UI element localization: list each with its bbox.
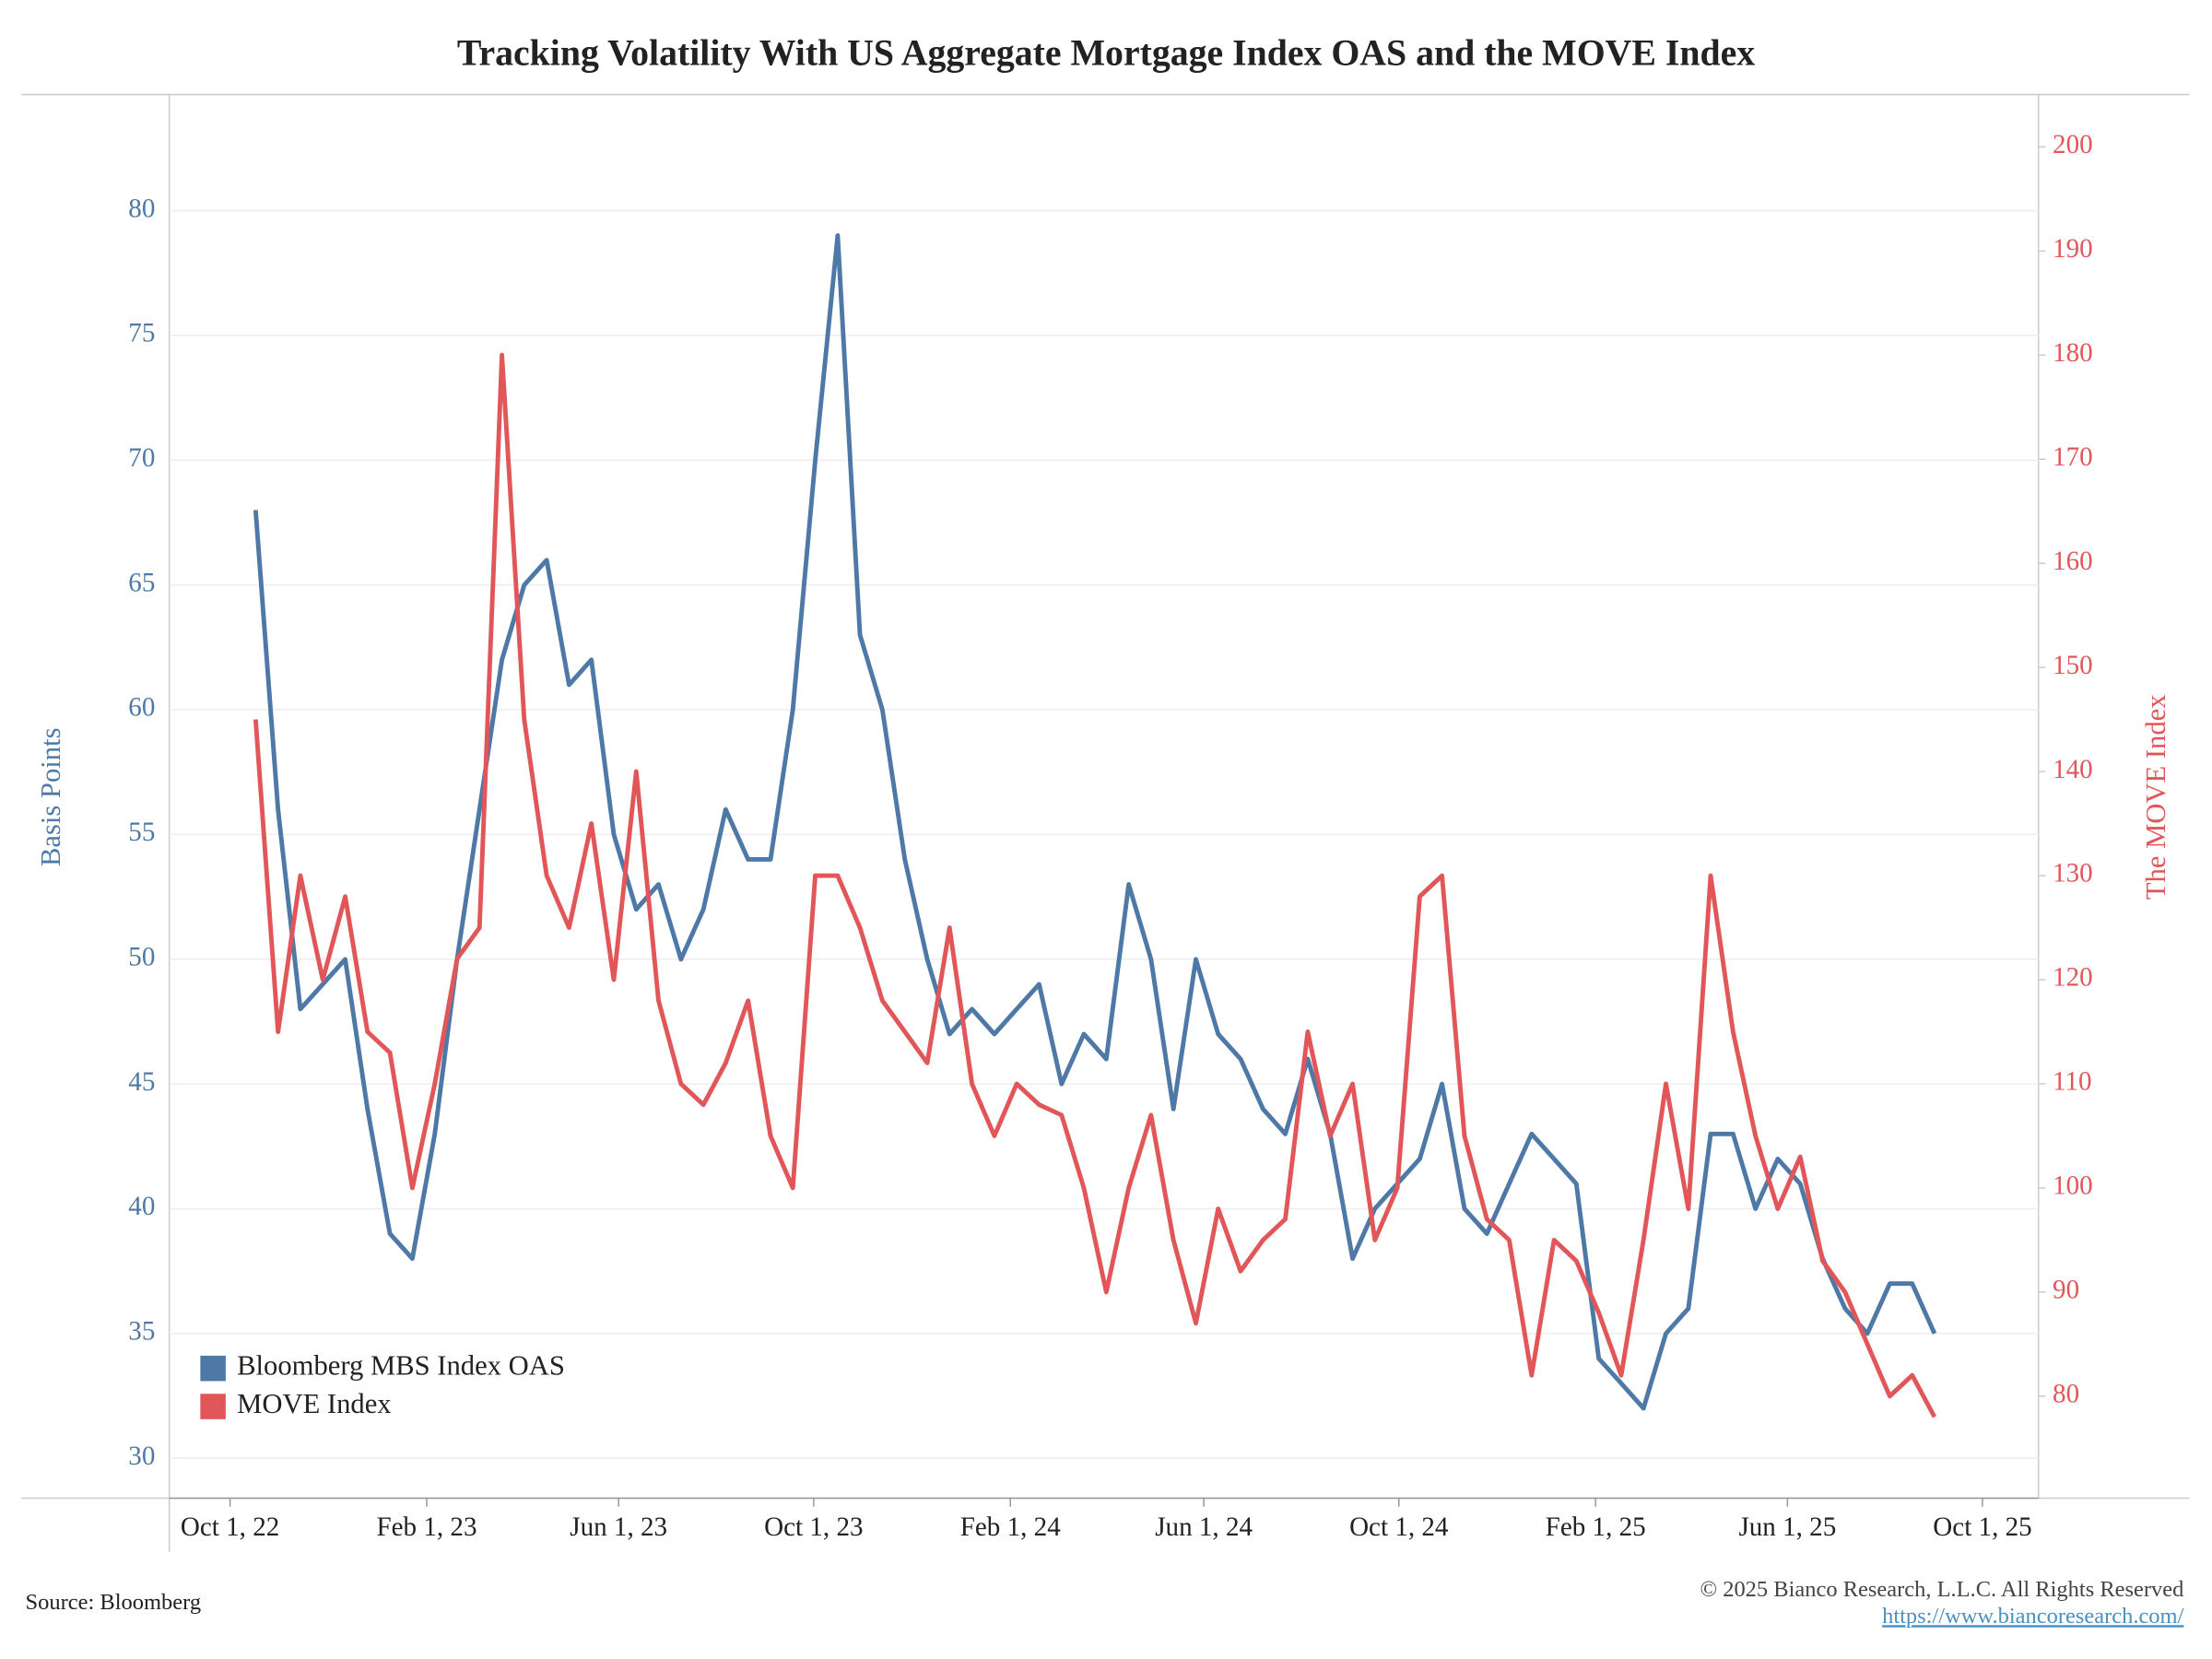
y2-tick-label: 130 [2053, 859, 2093, 888]
data-line [253, 352, 1937, 1418]
x-tick-label: Oct 1, 23 [764, 1512, 863, 1542]
y2-tick-label: 120 [2053, 963, 2093, 993]
y2-tick-label: 160 [2053, 547, 2093, 576]
copyright: © 2025 Bianco Research, L.L.C. All Right… [1700, 1577, 2184, 1602]
y-tick-label: 45 [128, 1067, 155, 1097]
y2-tick-label: 180 [2053, 338, 2093, 368]
x-tick-label: Feb 1, 24 [960, 1512, 1062, 1542]
legend-label: Bloomberg MBS Index OAS [237, 1350, 565, 1382]
x-tick-label: Oct 1, 22 [181, 1512, 279, 1542]
y-tick-label: 60 [128, 693, 155, 723]
y-tick-label: 70 [128, 443, 155, 473]
y-tick-label: 55 [128, 818, 155, 847]
x-tick-label: Oct 1, 25 [1933, 1512, 2031, 1542]
y2-tick-label: 140 [2053, 755, 2093, 784]
legend-swatch [200, 1355, 226, 1382]
y2-tick-label: 190 [2053, 234, 2093, 264]
data-line [253, 233, 1937, 1411]
y2-tick-label: 150 [2053, 651, 2093, 680]
y2-tick-label: 100 [2053, 1171, 2093, 1201]
source-note: Source: Bloomberg [26, 1590, 202, 1615]
y2-tick-label: 170 [2053, 442, 2093, 472]
legend-label: MOVE Index [237, 1388, 391, 1419]
x-tick-label: Oct 1, 24 [1349, 1512, 1449, 1542]
x-tick-label: Feb 1, 25 [1546, 1512, 1646, 1542]
y-tick-label: 50 [128, 942, 155, 971]
website-link[interactable]: https://www.biancoresearch.com/ [1882, 1604, 2183, 1629]
legend-swatch [200, 1394, 226, 1419]
x-tick-label: Jun 1, 24 [1155, 1512, 1253, 1542]
y-tick-label: 40 [128, 1192, 155, 1221]
y-axis-label: Basis Points [35, 728, 66, 867]
y2-tick-label: 110 [2053, 1067, 2092, 1097]
x-tick-label: Jun 1, 23 [570, 1512, 667, 1542]
y-tick-label: 30 [128, 1441, 155, 1471]
y2-tick-label: 200 [2053, 130, 2093, 159]
x-tick-label: Jun 1, 25 [1738, 1512, 1836, 1542]
y2-tick-label: 80 [2053, 1379, 2079, 1408]
y-tick-label: 35 [128, 1317, 155, 1347]
x-tick-label: Feb 1, 23 [376, 1512, 477, 1542]
y2-tick-label: 90 [2053, 1276, 2079, 1305]
y-tick-label: 75 [128, 319, 155, 348]
y-tick-label: 65 [128, 568, 155, 597]
chart-title: Tracking Volatility With US Aggregate Mo… [457, 32, 1755, 73]
y-tick-label: 80 [128, 194, 155, 223]
y2-axis-label: The MOVE Index [2140, 694, 2171, 900]
